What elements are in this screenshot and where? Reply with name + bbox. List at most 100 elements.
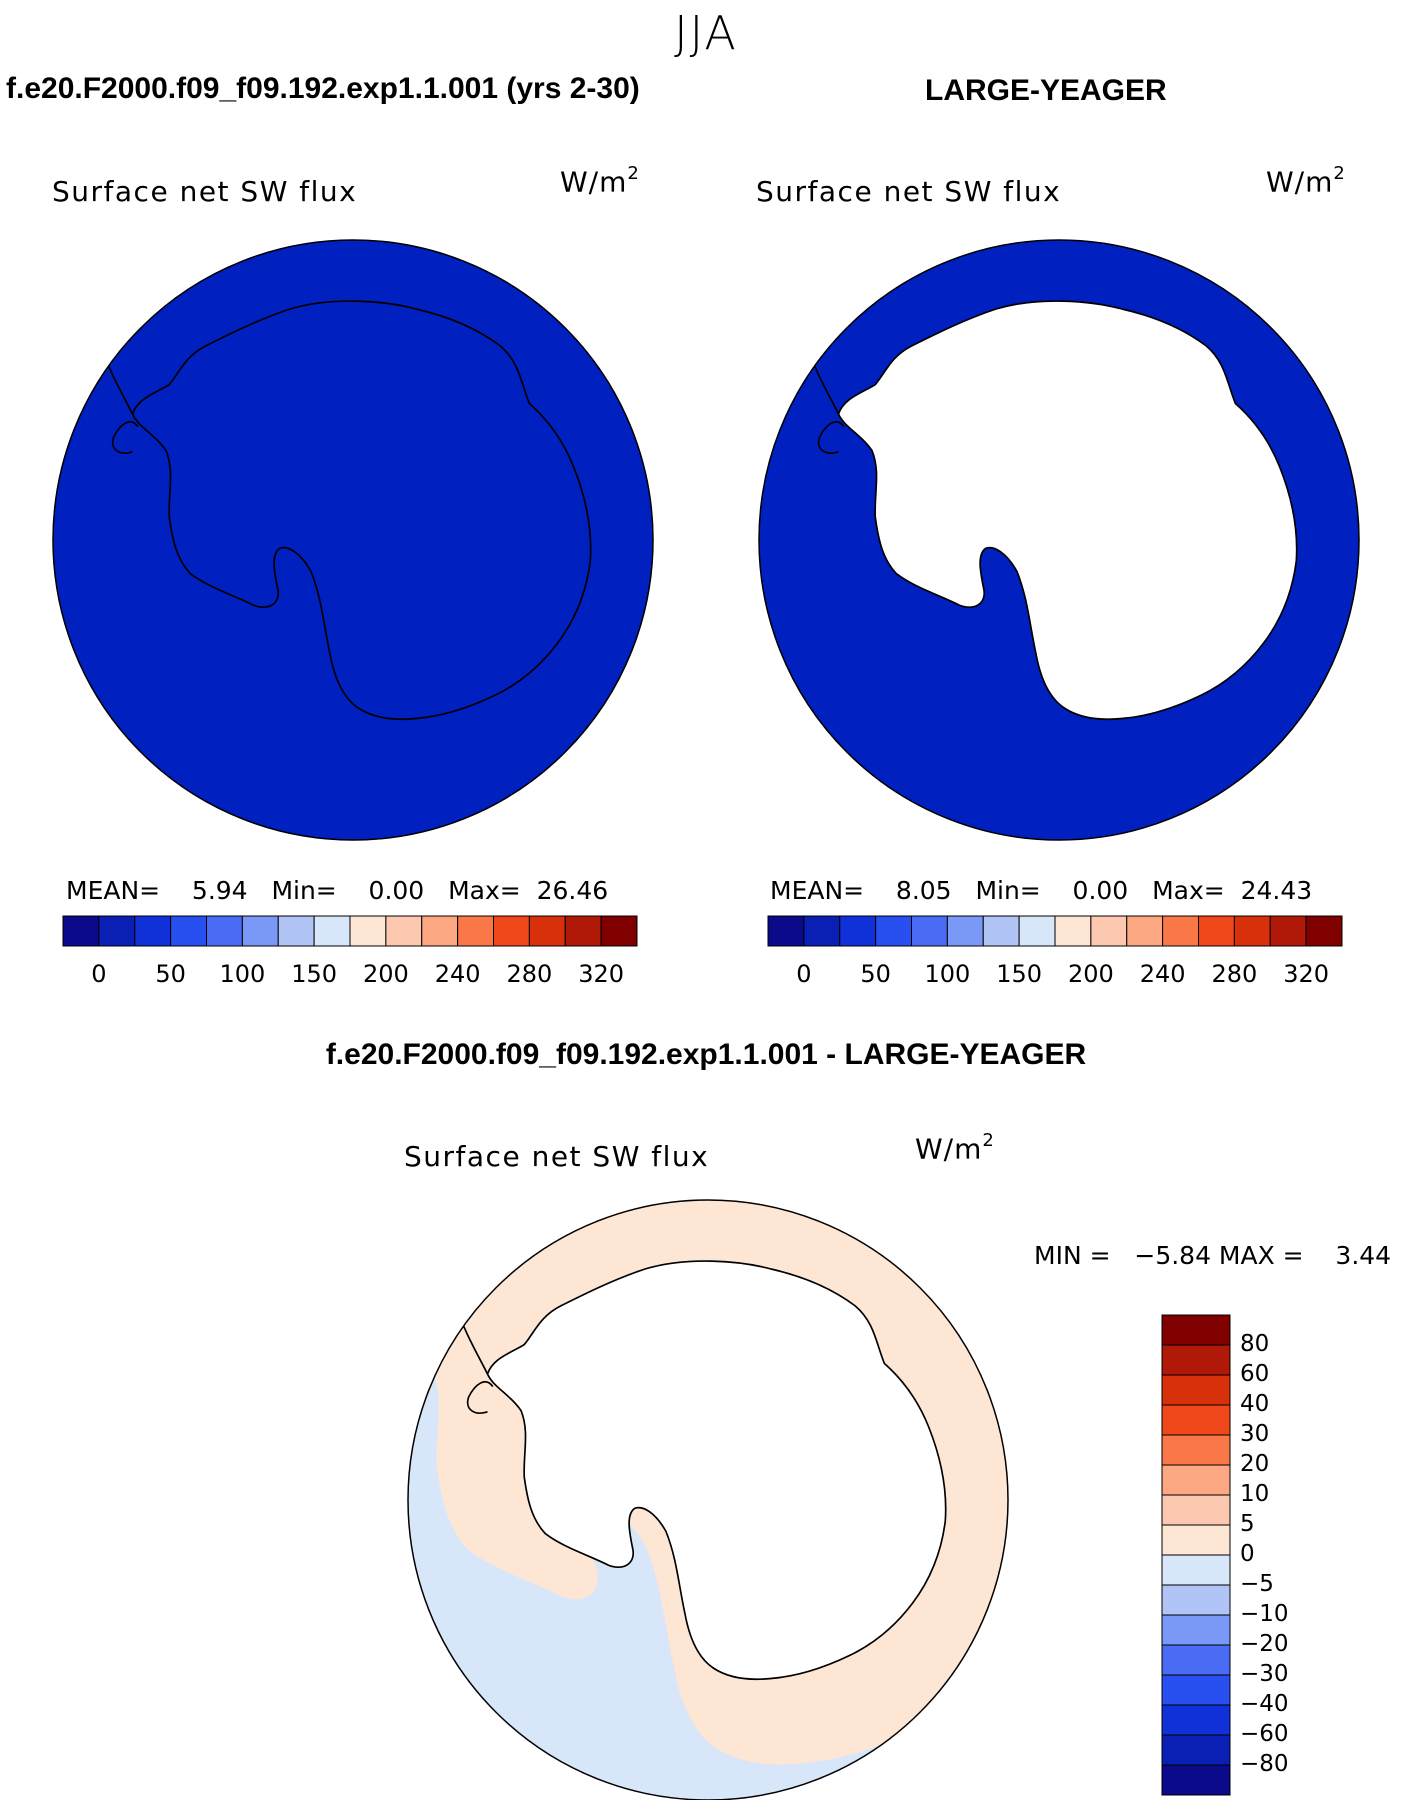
diff-colorbar-tick-label: −30 [1240,1661,1289,1687]
right-colorbar-tick-label: 200 [1067,960,1114,988]
right-colorbar-tick-label: 150 [996,960,1043,988]
right-mean-value: 8.05 [895,876,952,905]
diff-colorbar-tick-label: 0 [1240,1541,1255,1567]
left-stats: MEAN= 5.94 Min= 0.00 Max= 26.46 [66,876,608,905]
right-panel-title: LARGE-YEAGER [925,74,1167,107]
season-title: JJA [674,6,738,60]
diff-colorbar-tick-label: −5 [1240,1571,1274,1597]
left-panel-title: f.e20.F2000.f09_f09.192.exp1.1.001 (yrs … [6,72,640,105]
diff-colorbar-tick-label: 30 [1240,1421,1270,1447]
diff-variable-label: Surface net SW flux [404,1140,710,1173]
right-units: W/m2 [1266,163,1346,199]
diff-colorbar-tick-label: 5 [1240,1511,1255,1537]
right-colorbar-swatch [767,915,805,947]
right-colorbar-tick-label: 50 [860,960,891,988]
left-colorbar [62,915,638,947]
left-colorbar-tick-label: 100 [219,960,266,988]
diff-colorbar-tick-label: 60 [1240,1361,1270,1387]
diff-colorbar-tick-label: −60 [1240,1721,1289,1747]
diff-colorbar-swatch [1161,1644,1231,1676]
right-colorbar-tick-label: 320 [1283,960,1330,988]
left-colorbar-swatch [528,915,566,947]
left-max-label: Max= [448,876,521,905]
right-colorbar-swatch [1090,915,1128,947]
right-colorbar-tick-label: 100 [924,960,971,988]
right-stats: MEAN= 8.05 Min= 0.00 Max= 24.43 [770,876,1312,905]
right-colorbar-swatch [1054,915,1092,947]
right-colorbar-swatch [1198,915,1235,947]
diff-colorbar [1161,1314,1231,1796]
right-max-value: 24.43 [1240,876,1313,905]
diff-colorbar-tick-label: 20 [1240,1451,1270,1477]
diff-colorbar-swatch [1161,1614,1231,1646]
diff-colorbar-tick-label: −10 [1240,1601,1289,1627]
diff-colorbar-swatch [1161,1704,1231,1736]
diff-colorbar-swatch [1161,1554,1231,1586]
right-colorbar-swatch [1126,915,1164,947]
left-colorbar-swatch [457,915,494,947]
right-min-value: 0.00 [1072,876,1129,905]
left-colorbar-tick-label: 200 [362,960,409,988]
left-colorbar-swatch [493,915,530,947]
diff-panel-title: f.e20.F2000.f09_f09.192.exp1.1.001 - LAR… [325,1038,1087,1071]
left-map [53,240,653,840]
left-colorbar-tick-label: 150 [291,960,338,988]
right-colorbar-swatch [1162,915,1199,947]
left-colorbar-swatch [134,915,172,947]
right-colorbar-swatch [911,915,948,947]
right-colorbar-swatch [1269,915,1307,947]
left-min-label: Min= [271,876,337,905]
left-colorbar-tick-label: 50 [155,960,186,988]
left-colorbar-tick-label: 240 [434,960,481,988]
diff-colorbar-tick-label: 10 [1240,1481,1270,1507]
left-max-value: 26.46 [536,876,609,905]
left-mean-label: MEAN= [66,876,161,905]
diff-colorbar-tick-label: −40 [1240,1691,1289,1717]
diff-minmax: MIN = −5.84 MAX = 3.44 [1034,1241,1392,1270]
right-mean-label: MEAN= [770,876,865,905]
diff-colorbar-tick-label: −20 [1240,1631,1289,1657]
right-colorbar-swatch [875,915,912,947]
left-colorbar-swatch [277,915,315,947]
right-colorbar-swatch [1233,915,1271,947]
diff-colorbar-tick-label: 80 [1240,1331,1270,1357]
left-colorbar-swatch [241,915,279,947]
diff-colorbar-swatch [1161,1584,1231,1616]
left-colorbar-swatch [600,915,638,947]
diff-colorbar-swatch [1161,1404,1231,1436]
diff-colorbar-swatch [1161,1524,1231,1556]
left-colorbar-swatch [313,915,351,947]
left-colorbar-swatch [564,915,602,947]
left-colorbar-swatch [385,915,423,947]
diff-colorbar-tick-label: 40 [1240,1391,1270,1417]
left-colorbar-swatch [170,915,207,947]
right-max-label: Max= [1152,876,1225,905]
left-units: W/m2 [560,163,640,199]
right-colorbar-swatch [839,915,877,947]
left-variable-label: Surface net SW flux [52,175,358,208]
right-variable-label: Surface net SW flux [756,175,1062,208]
diff-colorbar-swatch [1161,1764,1231,1796]
diff-colorbar-swatch [1161,1344,1231,1376]
diff-colorbar-swatch [1161,1374,1231,1406]
right-colorbar-swatch [982,915,1020,947]
left-min-value: 0.00 [368,876,425,905]
diff-colorbar-swatch [1161,1674,1231,1706]
left-colorbar-swatch [421,915,459,947]
diff-map [408,1200,1008,1800]
right-colorbar-tick-label: 280 [1211,960,1258,988]
diff-colorbar-swatch [1161,1494,1231,1526]
left-colorbar-swatch [98,915,136,947]
left-colorbar-swatch [62,915,100,947]
diff-colorbar-swatch [1161,1314,1231,1346]
right-colorbar-swatch [1018,915,1056,947]
diff-units: W/m2 [915,1130,995,1166]
left-colorbar-tick-label: 0 [91,960,107,988]
right-colorbar-swatch [1305,915,1343,947]
right-colorbar [767,915,1343,947]
right-map [759,240,1359,840]
right-colorbar-tick-label: 0 [796,960,812,988]
right-colorbar-swatch [946,915,984,947]
left-colorbar-swatch [206,915,243,947]
